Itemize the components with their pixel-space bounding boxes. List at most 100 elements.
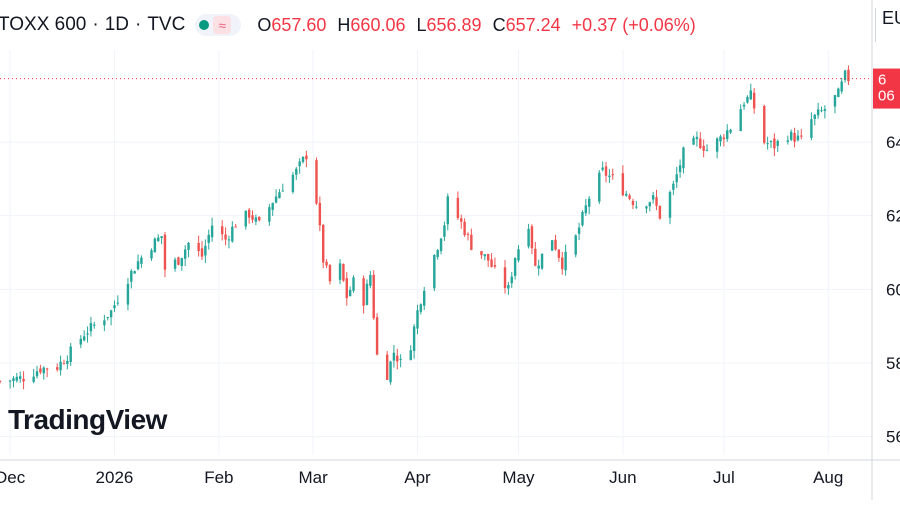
candle-body: [587, 198, 591, 207]
candle-body: [695, 136, 699, 140]
candle-body: [234, 226, 237, 228]
separator: ·: [92, 14, 99, 35]
candle-body: [789, 131, 793, 140]
candle-body: [490, 259, 493, 267]
candle-body: [133, 271, 136, 274]
open-value: 657.60: [271, 14, 327, 35]
candle-body: [675, 174, 678, 183]
candle-body: [348, 289, 352, 296]
candle-body: [598, 172, 601, 202]
candle-body: [254, 217, 258, 222]
candle-body: [823, 109, 827, 111]
candle-body: [601, 167, 604, 170]
candle-body: [396, 355, 399, 362]
time-tick-label: May: [502, 468, 535, 487]
candle-body: [554, 239, 557, 250]
candle-body: [56, 367, 59, 370]
candle-body: [557, 249, 561, 258]
candle-body: [247, 209, 251, 218]
candle-body: [527, 228, 530, 247]
time-tick-label: Aug: [813, 468, 843, 487]
candle-body: [645, 206, 648, 209]
candle-body: [466, 233, 470, 235]
candle-body: [635, 206, 638, 208]
status-pill[interactable]: ≈: [195, 14, 242, 36]
open-label: O: [257, 14, 272, 35]
candle-body: [564, 251, 567, 271]
candle-body: [800, 135, 803, 137]
candle-body: [517, 249, 520, 261]
candle-body: [392, 352, 396, 361]
candle-body: [766, 143, 769, 145]
candle-body: [281, 190, 285, 192]
candle-body: [648, 202, 652, 207]
close-value: 657.24: [505, 14, 561, 35]
candle-body: [483, 254, 487, 257]
candle-body: [8, 380, 12, 382]
candle-body: [375, 317, 379, 355]
candle-body: [369, 275, 372, 286]
candle-body: [433, 254, 436, 289]
candle-body: [305, 155, 308, 160]
candle-body: [298, 161, 301, 167]
candle-body: [534, 248, 537, 266]
candle-body: [322, 224, 325, 263]
candle-body: [22, 378, 25, 382]
candle-body: [180, 258, 184, 266]
ohlc-values: O657.60 H660.06 L656.89 C657.24 +0.37 (+…: [257, 15, 701, 36]
candle-body: [106, 316, 109, 318]
candle-body: [86, 333, 89, 335]
candle-body: [699, 138, 702, 149]
candle-body: [39, 368, 42, 373]
candle-body: [173, 259, 177, 269]
candle-body: [655, 197, 658, 206]
candle-body: [715, 138, 719, 152]
candle-body: [103, 320, 106, 326]
candle-body: [763, 106, 766, 143]
candle-body: [12, 378, 15, 381]
candle-body: [345, 278, 348, 299]
candle-body: [207, 234, 210, 243]
symbol-name[interactable]: TOXX 600: [0, 14, 87, 35]
candle-body: [611, 174, 614, 176]
currency-label[interactable]: EU: [875, 8, 900, 42]
candle-body: [503, 267, 507, 288]
candle-body: [540, 253, 544, 269]
time-tick-label: Jul: [713, 468, 735, 487]
low-value: 656.89: [426, 14, 482, 35]
candle-body: [69, 346, 72, 362]
candle-body: [116, 302, 120, 304]
candle-body: [224, 234, 227, 240]
price-tick-label: 62: [886, 207, 900, 226]
candle-body: [416, 310, 419, 329]
candle-body: [352, 277, 355, 291]
candle-body: [769, 141, 773, 143]
candle-body: [419, 304, 423, 312]
candle-body: [776, 140, 779, 146]
candle-body: [456, 197, 460, 218]
candle-body: [136, 261, 140, 270]
candle-body: [62, 363, 66, 365]
candle-body: [42, 367, 45, 374]
high-label: H: [337, 14, 351, 35]
market-open-icon: [199, 20, 210, 30]
candle-body: [79, 338, 83, 345]
candle-body: [813, 114, 816, 119]
candle-body: [668, 191, 672, 218]
candle-body: [35, 371, 39, 377]
candle-body: [651, 195, 655, 200]
candle-body: [719, 136, 722, 142]
candle-body: [631, 200, 635, 206]
candle-body: [480, 251, 483, 256]
candle-body: [89, 322, 93, 332]
candle-body: [460, 218, 463, 222]
candle-body: [140, 257, 143, 264]
interval-label[interactable]: 1D: [104, 14, 129, 35]
candle-body: [150, 250, 153, 259]
tradingview-logo[interactable]: TradingView: [8, 404, 167, 435]
candle-body: [463, 221, 466, 236]
source-label[interactable]: TVC: [147, 14, 186, 35]
